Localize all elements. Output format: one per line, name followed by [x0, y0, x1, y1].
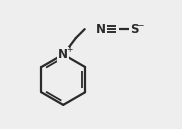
Text: N: N — [58, 48, 68, 61]
Text: +: + — [66, 46, 72, 54]
Text: S: S — [130, 23, 138, 36]
Text: N: N — [96, 23, 106, 36]
Text: −: − — [136, 20, 144, 29]
